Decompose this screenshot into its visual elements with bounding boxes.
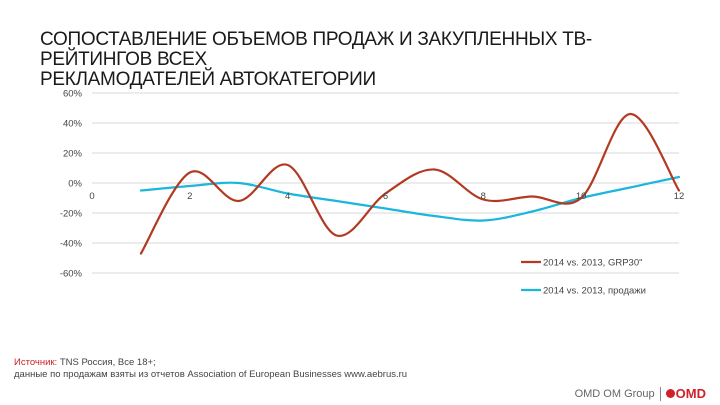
footer-divider (659, 386, 661, 401)
y-tick-label: -20% (60, 209, 83, 220)
logo-text: OMD (675, 386, 706, 401)
x-tick-label: 12 (674, 191, 685, 202)
logo-dot-icon (665, 389, 675, 398)
source-line-2: данные по продажам взяты из отчетов Asso… (14, 369, 408, 380)
y-tick-label: 20% (63, 149, 83, 160)
footer: OMD OM Group OMD (575, 386, 706, 401)
x-tick-label: 0 (89, 191, 94, 202)
x-tick-label: 2 (187, 191, 192, 202)
series-line-grp (139, 112, 681, 255)
y-axis-ticks: 60% 40% 20% 0% -20% -40% -60% (60, 89, 83, 280)
y-tick-label: 0% (68, 179, 82, 190)
gridlines (92, 92, 679, 274)
x-tick-label: 8 (481, 191, 486, 202)
footer-brand: OMD OM Group (574, 387, 655, 400)
y-tick-label: -60% (60, 269, 83, 280)
source-note: Источник: TNS Россия, Все 18+; данные по… (14, 357, 407, 381)
legend-label-grp: 2014 vs. 2013, GRP30" (543, 258, 643, 269)
chart-title-line-2: РЕКЛАМОДАТЕЛЕЙ АВТОКАТЕГОРИИ (40, 69, 376, 90)
y-tick-label: 40% (63, 119, 83, 130)
x-axis-ticks: 0 2 4 6 8 10 12 (89, 191, 684, 202)
source-text: TNS Россия, Все 18+; (57, 357, 156, 368)
source-label: Источник: (14, 357, 58, 368)
x-tick-label: 4 (285, 191, 290, 202)
x-tick-label: 6 (383, 191, 388, 202)
legend-label-sales: 2014 vs. 2013, продажи (543, 286, 646, 297)
chart-title: СОПОСТАВЛЕНИЕ ОБЪЕМОВ ПРОДАЖ И ЗАКУПЛЕНН… (40, 30, 700, 90)
series-lines (139, 112, 681, 255)
legend: 2014 vs. 2013, GRP30" 2014 vs. 2013, прод… (521, 258, 646, 297)
omd-logo: OMD (665, 386, 706, 401)
chart-title-line-1: СОПОСТАВЛЕНИЕ ОБЪЕМОВ ПРОДАЖ И ЗАКУПЛЕНН… (40, 29, 592, 70)
y-tick-label: -40% (60, 239, 83, 250)
x-tick-label: 10 (576, 191, 587, 202)
series-line-sales (139, 175, 681, 222)
y-tick-label: 60% (63, 89, 83, 100)
